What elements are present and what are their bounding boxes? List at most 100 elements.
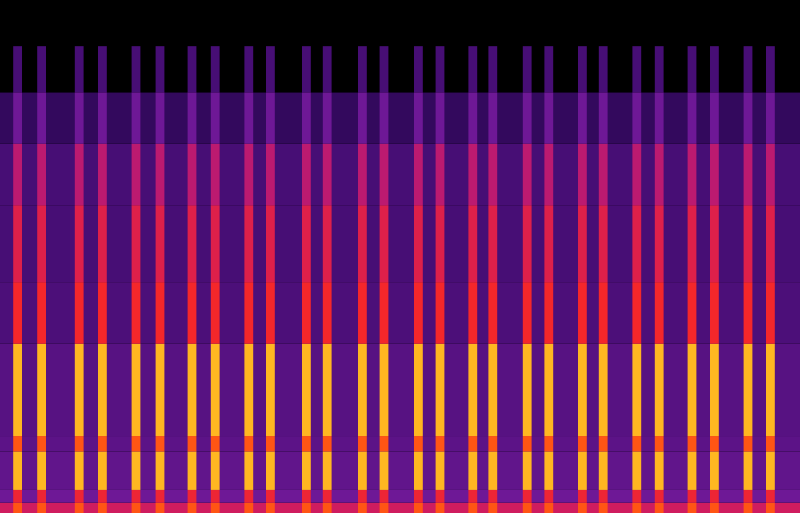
pulse-cell — [244, 503, 253, 513]
pulse-cell — [132, 92, 141, 143]
pulse-cell — [132, 282, 141, 344]
pulse-cell — [37, 451, 46, 489]
pulse-cell — [358, 205, 367, 282]
pulse-cell — [75, 282, 84, 344]
pulse-cell — [766, 92, 775, 143]
pulse-cell — [688, 282, 697, 344]
pulse-cell — [436, 205, 445, 282]
pulse-cell — [578, 92, 587, 143]
pulse-cell — [188, 503, 197, 513]
pulse-cell — [37, 46, 46, 92]
pulse-cell — [436, 436, 445, 451]
pulse-cell — [488, 436, 497, 451]
pulse-cell — [266, 144, 275, 206]
pulse-cell — [156, 282, 165, 344]
pulse-cell — [544, 436, 553, 451]
pulse-cell — [414, 436, 423, 451]
pulse-cell — [13, 503, 22, 513]
pulse-cell — [380, 436, 389, 451]
pulse-cell — [632, 503, 641, 513]
pulse-cell — [323, 344, 332, 436]
pulse-cell — [358, 144, 367, 206]
pulse-cell — [188, 490, 197, 503]
pulse-cell — [13, 344, 22, 436]
pulse-cell — [688, 436, 697, 451]
pulse-cell — [655, 344, 664, 436]
pulse-cell — [766, 503, 775, 513]
pulse-cell — [436, 282, 445, 344]
background-band — [0, 144, 800, 206]
pulse-cell — [488, 451, 497, 489]
pulse-cell — [323, 436, 332, 451]
pulse-cell — [302, 490, 311, 503]
pulse-cell — [244, 344, 253, 436]
pulse-cell — [132, 205, 141, 282]
pulse-cell — [468, 92, 477, 143]
pulse-cell — [655, 282, 664, 344]
pulse-cell — [156, 144, 165, 206]
pulse-cell — [578, 451, 587, 489]
pulse-cell — [75, 46, 84, 92]
pulse-cell — [688, 46, 697, 92]
pulse-cell — [710, 490, 719, 503]
pulse-cell — [188, 205, 197, 282]
pulse-cell — [766, 46, 775, 92]
pulse-cell — [414, 344, 423, 436]
pulse-cell — [323, 490, 332, 503]
background-band — [0, 92, 800, 143]
pulse-cell — [98, 436, 107, 451]
pulse-cell — [414, 451, 423, 489]
pulse-cell — [188, 92, 197, 143]
pulse-cell — [156, 503, 165, 513]
pulse-cell — [132, 451, 141, 489]
pulse-cell — [13, 436, 22, 451]
background-band — [0, 46, 800, 92]
pulse-cell — [98, 282, 107, 344]
pulse-cell — [766, 205, 775, 282]
pulse-cell — [132, 490, 141, 503]
pulse-cell — [37, 144, 46, 206]
pulse-cell — [599, 205, 608, 282]
pulse-cell — [98, 451, 107, 489]
pulse-cell — [599, 451, 608, 489]
pulse-cell — [578, 344, 587, 436]
pulse-cell — [436, 451, 445, 489]
pulse-cell — [414, 490, 423, 503]
pulse-cell — [244, 490, 253, 503]
pulse-cell — [75, 503, 84, 513]
pulse-cell — [766, 144, 775, 206]
pulse-cell — [211, 282, 220, 344]
pulse-cell — [436, 46, 445, 92]
pulse-cell — [156, 344, 165, 436]
pulse-cell — [266, 92, 275, 143]
pulse-cell — [98, 144, 107, 206]
pulse-cell — [156, 451, 165, 489]
pulse-cell — [655, 503, 664, 513]
pulse-cell — [188, 436, 197, 451]
pulse-cell — [710, 144, 719, 206]
pulse-cell — [655, 92, 664, 143]
pulse-cell — [302, 451, 311, 489]
pulse-cell — [75, 205, 84, 282]
pulse-cell — [98, 490, 107, 503]
pulse-cell — [380, 92, 389, 143]
pulse-cell — [380, 205, 389, 282]
pulse-cell — [632, 282, 641, 344]
pulse-cell — [13, 490, 22, 503]
pulse-cell — [98, 205, 107, 282]
pulse-cell — [37, 436, 46, 451]
pulse-cell — [323, 205, 332, 282]
pulse-cell — [323, 503, 332, 513]
pulse-cell — [632, 436, 641, 451]
pulse-cell — [468, 46, 477, 92]
pulse-cell — [244, 205, 253, 282]
pulse-cell — [156, 92, 165, 143]
pulse-cell — [37, 282, 46, 344]
pulse-cell — [358, 503, 367, 513]
pulse-cell — [13, 144, 22, 206]
pulse-cell — [544, 344, 553, 436]
pulse-cell — [323, 92, 332, 143]
pulse-cell — [710, 92, 719, 143]
pulse-cell — [302, 46, 311, 92]
pulse-cell — [688, 451, 697, 489]
